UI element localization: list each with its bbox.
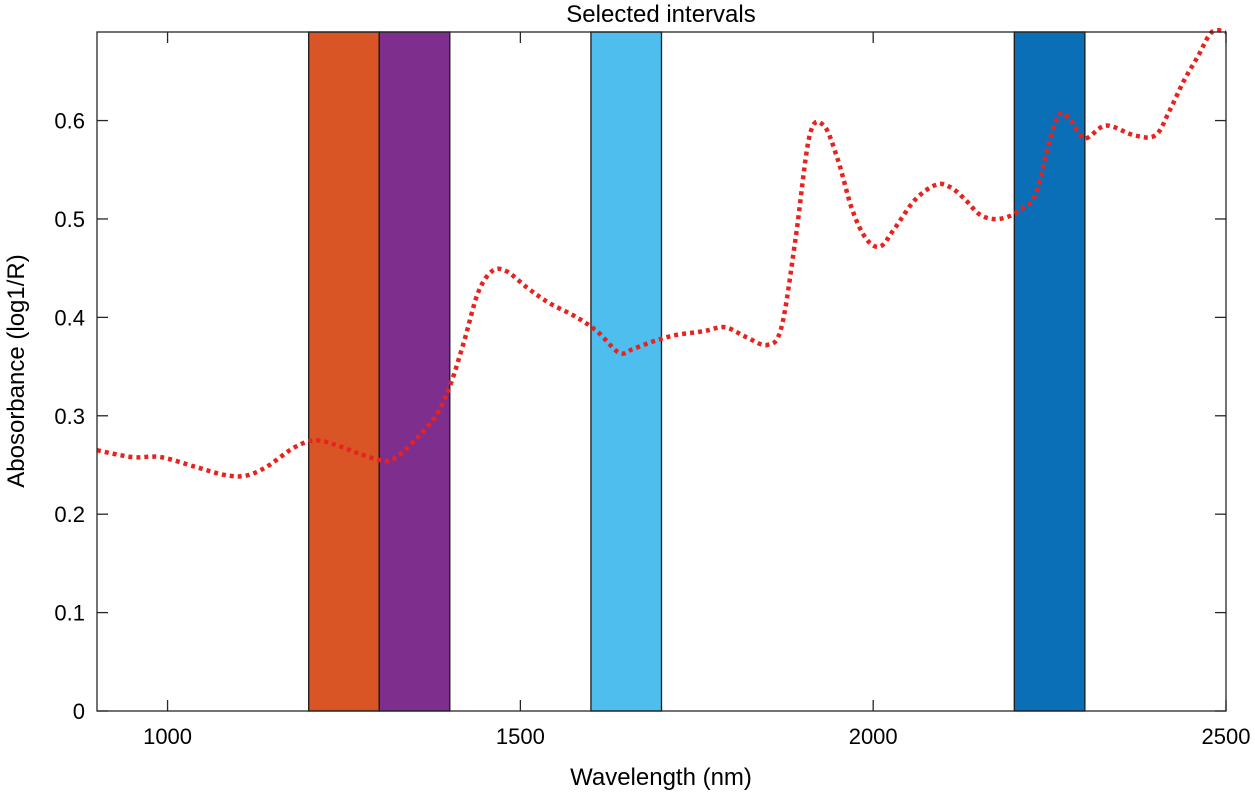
x-tick-label: 1000 (143, 724, 192, 749)
x-tick-label: 1500 (496, 724, 545, 749)
series-line-spectrum (96, 27, 1227, 479)
y-tick-label: 0.5 (54, 207, 85, 232)
plot-area: 1000 1500 2000 2500 0 0.1 0.2 0.3 0.4 0.5 0.6 (54, 27, 1251, 749)
interval-bar-3 (590, 31, 663, 712)
y-axis-label: Abosorbance (log1/R) (3, 254, 30, 487)
x-axis-label: Wavelength (nm) (570, 764, 752, 791)
y-tick-label: 0.2 (54, 502, 85, 527)
interval-bar-2 (378, 31, 451, 712)
y-tick-label: 0.6 (54, 109, 85, 134)
y-tick-label: 0.3 (54, 404, 85, 429)
y-tick-label: 0.4 (54, 305, 85, 330)
y-tick-label: 0.1 (54, 601, 85, 626)
y-tick-label: 0 (73, 699, 85, 724)
x-tick-label: 2000 (849, 724, 898, 749)
x-tick-label: 2500 (1202, 724, 1251, 749)
interval-bar-4 (1013, 31, 1086, 712)
chart-title: Selected intervals (566, 1, 755, 28)
interval-bar-1 (308, 31, 380, 712)
axes-frame (96, 31, 1227, 712)
